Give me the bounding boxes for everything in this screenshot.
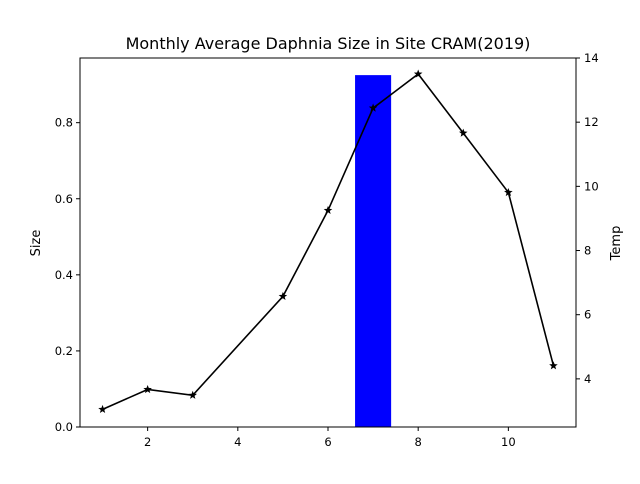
x-tick-label: 6 [324, 435, 331, 449]
temp-point-marker [368, 103, 378, 112]
y-axis-left: 0.0 0.2 0.4 0.6 0.8 [55, 116, 80, 434]
x-tick-label: 2 [144, 435, 151, 449]
y-axis-label: Size [29, 230, 44, 257]
temp-point-marker [143, 384, 152, 394]
temp-point-marker [98, 404, 107, 413]
y2-tick-label: 12 [584, 115, 599, 129]
y-tick-label: 0.8 [55, 116, 73, 130]
temp-point-marker [458, 128, 468, 137]
temp-line [102, 72, 555, 411]
x-tick-label: 4 [234, 435, 241, 449]
temp-point-marker [549, 361, 558, 370]
y-tick-label: 0.2 [55, 344, 73, 358]
temp-point-marker [188, 390, 198, 399]
y2-tick-label: 8 [584, 244, 591, 258]
y2-tick-label: 4 [584, 372, 591, 386]
y-tick-label: 0.4 [55, 268, 73, 282]
y-tick-label: 0.6 [55, 192, 73, 206]
y2-tick-label: 10 [584, 179, 599, 193]
bar [355, 75, 392, 427]
chart-title: Monthly Average Daphnia Size in Site CRA… [126, 34, 531, 53]
temp-point-marker [323, 205, 333, 215]
temp-point-marker [413, 69, 423, 78]
y2-axis-label: Temp [609, 226, 624, 262]
x-axis: 2 4 6 8 10 [144, 427, 516, 449]
line-layer [98, 69, 558, 413]
y2-tick-label: 14 [584, 51, 599, 65]
temp-point-marker [504, 187, 513, 197]
y-axis-right: 4 6 8 10 12 14 [576, 51, 599, 386]
x-tick-label: 10 [501, 435, 516, 449]
x-tick-label: 8 [415, 435, 422, 449]
plot-frame [79, 57, 577, 428]
y-tick-label: 0.0 [55, 420, 73, 434]
bars-layer [355, 75, 392, 427]
y2-tick-label: 6 [584, 308, 591, 322]
temp-point-marker [278, 291, 288, 301]
